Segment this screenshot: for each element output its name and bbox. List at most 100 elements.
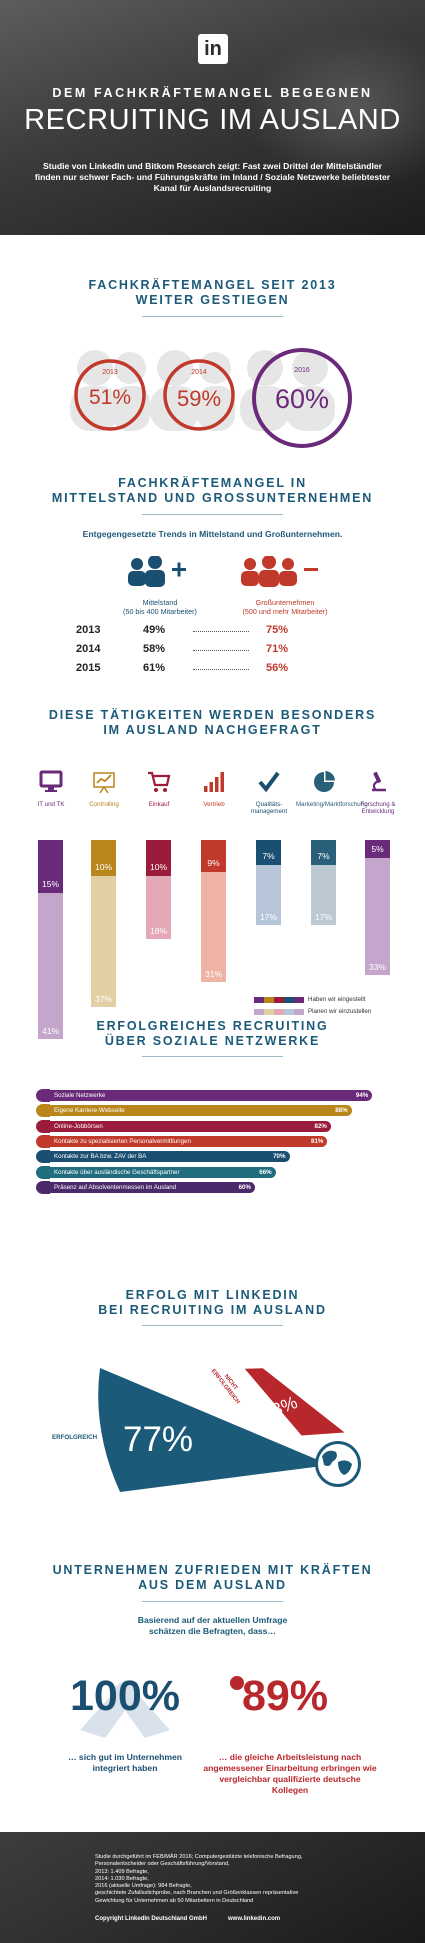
section5-title: ERFOLG MIT LINKEDIN BEI RECRUITING IM AU… <box>0 1288 425 1318</box>
grossunternehmen-people-minus-icon <box>241 556 318 587</box>
checkmark-icon <box>258 771 280 793</box>
integration-text-line2: integriert haben <box>92 1763 158 1773</box>
hero-header: in DEM FACHKRÄFTEMANGEL BEGEGNEN RECRUIT… <box>0 0 425 235</box>
performance-text-line3: vergleichbar qualifizierte deutsche Koll… <box>219 1774 361 1795</box>
microscope-icon <box>372 771 386 792</box>
legend-swatch-planned <box>254 1009 304 1015</box>
channel-label: Kontakte über ausländische Geschäftspart… <box>54 1168 180 1176</box>
channel-percent: 82% <box>314 1122 327 1130</box>
section4-title: ERFOLGREICHES RECRUITING ÜBER SOZIALE NE… <box>0 1019 425 1049</box>
copyright: Copyright LinkedIn Deutschland GmbH <box>95 1916 208 1922</box>
bar-planned: 17% <box>256 864 281 926</box>
dotted-leader <box>193 669 249 670</box>
section3-title-line2: IM AUSLAND NACHGEFRAGT <box>103 723 322 737</box>
category-label: Vertrieb <box>203 801 225 808</box>
channel-label: Eigene Karriere-Webseite <box>54 1107 125 1115</box>
footer-line: 2014: 1.030 Befragte, <box>95 1875 149 1882</box>
legend-swatch-hired <box>254 997 304 1003</box>
success-value: 77% <box>123 1420 194 1459</box>
category-label: Einkauf <box>148 801 170 808</box>
bar-cap <box>36 1150 50 1164</box>
circle-year-2013: 2013 <box>102 369 118 376</box>
success-label: ERFOLGREICH <box>52 1434 98 1441</box>
bar-hired: 15% <box>38 840 63 894</box>
section1-title-line1: FACHKRÄFTEMANGEL SEIT 2013 <box>88 278 337 292</box>
section6-title-line2: AUS DEM AUSLAND <box>138 1578 287 1592</box>
bar-planned: 33% <box>365 858 390 976</box>
footer-line: 2016 (aktuelle Umfrage): 984 Befragte, <box>95 1883 192 1890</box>
gross-caption: Großunternehmen (500 und mehr Mitarbeite… <box>225 598 345 616</box>
header-kicker: DEM FACHKRÄFTEMANGEL BEGEGNEN <box>52 86 373 100</box>
linkedin-logo-icon[interactable]: in <box>198 34 228 64</box>
integration-text-line1: … sich gut im Unternehmen <box>67 1752 183 1762</box>
category-label: Qualitäts-management <box>250 801 288 815</box>
channel-label: Kontakte zu spezialisierten Personalverm… <box>54 1137 191 1145</box>
channel-percent: 66% <box>259 1168 272 1176</box>
bar-hired: 9% <box>201 840 226 872</box>
category-label: Controlling <box>89 801 119 808</box>
channel-percent: 70% <box>273 1153 286 1161</box>
section2-title-line1: FACHKRÄFTEMANGEL IN <box>118 476 307 490</box>
bar-planned: 17% <box>311 864 336 926</box>
year-2013: 2013 <box>76 624 101 636</box>
section5-title-line2: BEI RECRUITING IM AUSLAND <box>98 1303 327 1317</box>
section6-intro: Basierend auf der aktuellen Umfrage schä… <box>0 1615 425 1637</box>
legend-planned: Planen wir einzustellen <box>308 1008 372 1015</box>
channel-label: Präsenz auf Absolventenmessen im Ausland <box>54 1183 177 1191</box>
channel-percent: 94% <box>355 1092 369 1099</box>
mittel-2014: 58% <box>143 643 166 655</box>
circle-2013 <box>74 359 146 431</box>
mittelstand-label: Mittelstand <box>142 598 178 607</box>
section5-title-line1: ERFOLG MIT LINKEDIN <box>125 1288 300 1302</box>
bar-cap <box>36 1104 50 1118</box>
legend-hired: Haben wir eingestellt <box>308 996 366 1003</box>
channel-bar: Kontakte zur BA bzw. ZAV der BA 70% <box>36 1150 290 1164</box>
bar-hired: 10% <box>91 840 116 876</box>
circle-2016 <box>252 348 352 448</box>
section2-title: FACHKRÄFTEMANGEL IN MITTELSTAND UND GROS… <box>0 476 425 506</box>
bar-planned: 31% <box>201 871 226 982</box>
divider <box>142 514 283 515</box>
mittel-2015: 61% <box>143 662 166 674</box>
section1-title: FACHKRÄFTEMANGEL SEIT 2013 WEITER GESTIE… <box>0 278 425 308</box>
gross-label: Großunternehmen <box>255 598 315 607</box>
section2-intro: Entgegengesetzte Trends in Mittelstand u… <box>82 529 343 539</box>
category-label: IT und TK <box>37 801 65 808</box>
section4-title-line2: ÜBER SOZIALE NETZWERKE <box>104 1034 321 1048</box>
bar-cap <box>36 1134 50 1148</box>
dotted-leader <box>193 650 249 651</box>
circle-value-2013: 51% <box>88 386 132 409</box>
section3-title: DIESE TÄTIGKEITEN WERDEN BESONDERS IM AU… <box>0 708 425 738</box>
circle-year-2016: 2016 <box>294 367 310 374</box>
section4-title-line1: ERFOLGREICHES RECRUITING <box>96 1019 329 1033</box>
footer-line: 2013: 1.409 Befragte, <box>95 1868 149 1875</box>
shortage-circles <box>70 348 352 448</box>
bar-hired: 5% <box>365 840 390 858</box>
year-2014: 2014 <box>76 643 101 655</box>
channel-label: Online-Jobbörsen <box>54 1122 103 1130</box>
category-label: Marketing/Marktforschung <box>296 801 368 808</box>
channel-percent: 88% <box>335 1107 348 1115</box>
handshake-icon <box>80 1680 170 1738</box>
channel-percent: 60% <box>238 1183 251 1191</box>
section6-title: UNTERNEHMEN ZUFRIEDEN MIT KRÄFTEN AUS DE… <box>0 1563 425 1593</box>
pie-chart-icon <box>314 771 335 792</box>
bar-planned: 37% <box>91 875 116 1007</box>
channel-percent: 81% <box>311 1137 324 1145</box>
gross-sublabel: (500 und mehr Mitarbeiter) <box>242 607 328 616</box>
year-2015: 2015 <box>76 662 101 674</box>
integration-value: 100% <box>70 1672 180 1720</box>
channel-label: Soziale Netzwerke <box>54 1092 106 1099</box>
divider <box>142 316 283 317</box>
gross-2015: 56% <box>266 662 289 674</box>
bar-hired: 10% <box>146 840 171 876</box>
background-laptop-image <box>245 30 425 190</box>
channel-bar: Präsenz auf Absolventenmessen im Ausland… <box>36 1180 255 1194</box>
category-label: Forschung & Entwicklung <box>360 801 396 815</box>
gross-2013: 75% <box>266 624 289 636</box>
website-link[interactable]: www.linkedin.com <box>228 1916 281 1922</box>
footer-methodology: Studie durchgeführt im FEB/MÄR 2016; Com… <box>95 1854 365 1905</box>
circle-value-2014: 59% <box>176 386 222 411</box>
gross-2014: 71% <box>266 643 289 655</box>
channel-bar: Kontakte zu spezialisierten Personalverm… <box>36 1134 328 1148</box>
